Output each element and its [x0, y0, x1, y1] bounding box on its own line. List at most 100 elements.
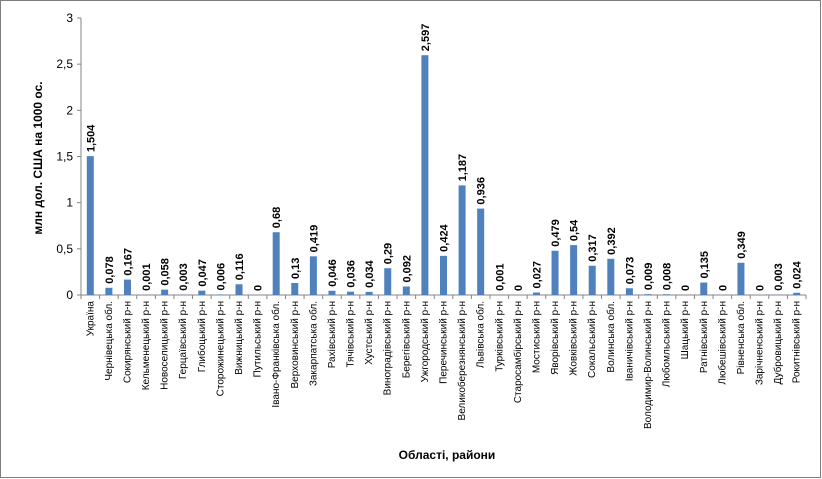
data-label: 0,047: [197, 259, 209, 287]
y-axis-ticks: 0 0,5 1 1,5 2 2,5 3: [56, 11, 81, 302]
bar: [607, 258, 615, 295]
bar: [328, 290, 336, 295]
data-label: 0,027: [531, 261, 543, 289]
bar: [384, 268, 392, 295]
category-label: Старосамбірський р-н: [512, 301, 524, 403]
data-label: 0,006: [215, 263, 227, 291]
category-label: Яворівський р-н: [550, 301, 561, 375]
data-label: 0,024: [792, 260, 804, 288]
data-label: 0,009: [643, 263, 655, 291]
category-label: Глибоцький р-н: [196, 301, 208, 372]
bar: [347, 291, 355, 295]
category-label: Сторожинецький р-н: [215, 301, 226, 396]
y-tick-label: 0: [66, 288, 73, 302]
category-label: Верховинський р-н: [290, 301, 301, 389]
y-tick-label: 2,5: [56, 57, 73, 71]
data-label: 0,046: [327, 259, 339, 287]
data-label: 0,54: [569, 219, 581, 241]
x-axis-title: Області, райони: [399, 448, 496, 462]
category-label: Виноградівський р-н: [383, 301, 394, 395]
y-tick-label: 2: [66, 103, 73, 117]
y-tick-label: 3: [66, 11, 73, 25]
data-label: 0,036: [346, 260, 358, 288]
data-label: 0,003: [773, 263, 785, 291]
bar: [793, 292, 801, 295]
bar: [216, 294, 224, 295]
category-label: Сокирянський р-н: [122, 301, 133, 383]
bar: [365, 291, 373, 295]
category-label: Новоселицький р-н: [160, 301, 171, 390]
category-label: Волинська обл.: [605, 301, 617, 373]
category-label: Кельменецький р-н: [141, 301, 152, 390]
category-label: Ужгородський р-н: [420, 301, 431, 382]
data-label: 0,392: [606, 227, 618, 255]
data-label: 2,597: [420, 24, 432, 52]
data-label: 0: [680, 285, 692, 291]
bar: [123, 279, 131, 295]
data-label: 0,13: [290, 258, 302, 279]
data-label: 0,135: [699, 251, 711, 279]
category-label: Україна: [85, 301, 96, 337]
category-label: Чернівецька обл.: [103, 301, 115, 381]
category-label: Рахівський р-н: [327, 301, 338, 368]
category-label: Сокальський р-н: [587, 301, 598, 378]
category-label: Перечинський р-н: [439, 301, 450, 384]
category-label: Любомльський р-н: [661, 301, 673, 387]
bar: [421, 55, 429, 296]
data-label: 0,001: [494, 263, 506, 291]
data-label: 1,187: [457, 154, 469, 182]
category-label: Любешівський р-н: [716, 301, 728, 385]
y-tick-label: 0,5: [56, 242, 73, 256]
category-label: Володимир-Волинський р-н: [643, 301, 654, 429]
bar: [198, 290, 206, 295]
data-label: 0,034: [364, 259, 376, 287]
bar: [105, 287, 113, 295]
bar: [737, 262, 745, 295]
data-label: 0: [513, 285, 525, 291]
data-label: 0,092: [401, 255, 413, 283]
data-label: 0,29: [383, 243, 395, 264]
data-label: 0,424: [439, 223, 451, 251]
data-label: 0,68: [271, 207, 283, 228]
bar: [588, 265, 596, 295]
category-label: Рокитнівський р-н: [792, 301, 803, 383]
bar: [161, 289, 169, 295]
data-label: 0,479: [550, 219, 562, 247]
y-tick-label: 1: [66, 196, 73, 210]
category-label: Хустський р-н: [364, 301, 375, 365]
bar: [625, 288, 633, 295]
bar: [458, 185, 466, 295]
data-label: 0,003: [178, 263, 190, 291]
category-label: Берегівський р-н: [401, 301, 412, 378]
data-label: 0,001: [141, 263, 153, 291]
y-axis-title: млн дол. США на 1000 ос.: [31, 81, 45, 234]
category-label: Герцаївський р-н: [178, 301, 189, 379]
category-label: Шацький р-н: [680, 301, 691, 359]
category-label: Зарічненський р-н: [755, 301, 766, 385]
data-label: 0,317: [587, 234, 599, 262]
bars-group: [86, 55, 801, 296]
category-label: Дубровицький р-н: [772, 301, 784, 385]
bar: [532, 292, 540, 295]
bar: [551, 250, 559, 295]
data-label: 0: [717, 285, 729, 291]
bar: [700, 282, 708, 295]
bar: [440, 255, 447, 295]
data-label: 0,419: [308, 225, 320, 253]
bar: [309, 256, 317, 295]
category-label: Мостиський р-н: [531, 301, 542, 373]
data-label: 0,008: [662, 263, 674, 291]
category-label: Івано-Франківська обл.: [270, 301, 282, 408]
category-label: Путильський р-н: [253, 301, 264, 377]
data-label: 1,504: [85, 124, 97, 152]
category-label: Жовківський р-н: [569, 301, 580, 376]
data-labels-group: 1,504 0,078 0,167 0,001 0,058 0,003 0,047 0,006…: [85, 24, 803, 291]
data-label: 0: [253, 285, 265, 291]
data-label: 0: [755, 285, 767, 291]
bar: [235, 284, 243, 295]
category-label: Іваничівський р-н: [624, 301, 635, 381]
category-label: Тячівський р-н: [346, 301, 357, 368]
data-label: 0,058: [160, 258, 172, 286]
category-labels-group: Україна Чернівецька обл. Сокирянський р-н К…: [80, 295, 807, 429]
